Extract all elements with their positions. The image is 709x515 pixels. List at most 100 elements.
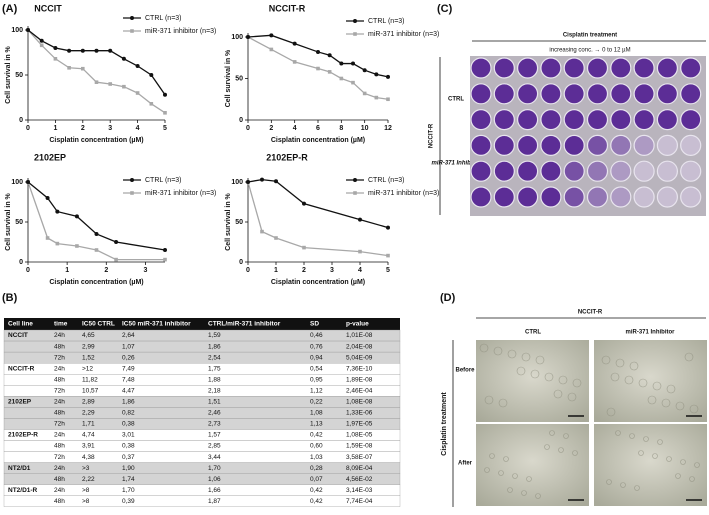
cell xyxy=(572,378,582,388)
table-cell: >12 xyxy=(82,365,93,372)
well xyxy=(656,83,679,105)
well xyxy=(470,160,492,182)
well xyxy=(586,160,609,182)
well xyxy=(540,108,562,131)
table-cell: 72h xyxy=(54,354,65,361)
well xyxy=(586,134,609,156)
well xyxy=(540,57,562,79)
x-tick-label: 3 xyxy=(108,125,112,132)
y-axis-label: Cell survival in % xyxy=(5,192,12,250)
cell xyxy=(549,430,555,436)
side-label: Cisplatin treatment xyxy=(441,392,448,456)
table-cell: 1,57 xyxy=(208,432,221,439)
well xyxy=(633,160,655,182)
table-cell: 4,74 xyxy=(82,432,95,439)
cell xyxy=(615,358,625,368)
table-cell: 72h xyxy=(54,387,65,394)
cell xyxy=(689,476,695,482)
panel-label: (C) xyxy=(437,3,453,15)
y-tick-label: 100 xyxy=(11,27,23,34)
table-cell: 3,44 xyxy=(208,454,221,461)
cell xyxy=(661,398,671,408)
point xyxy=(374,72,379,77)
point xyxy=(94,232,99,236)
cell xyxy=(647,395,657,405)
row-label: After xyxy=(458,461,473,467)
cell xyxy=(498,470,504,476)
point xyxy=(94,80,99,84)
well xyxy=(563,160,585,182)
table-cell: 0,54 xyxy=(310,365,323,372)
point xyxy=(302,201,306,206)
well xyxy=(516,83,539,105)
cell xyxy=(530,369,540,379)
cell xyxy=(620,482,626,488)
cell xyxy=(493,346,503,356)
cell xyxy=(521,352,531,362)
point xyxy=(163,92,167,97)
point xyxy=(274,179,278,184)
well xyxy=(540,134,562,156)
cell xyxy=(535,355,545,365)
well xyxy=(540,186,562,208)
table-cell: 1,87 xyxy=(208,498,221,505)
x-tick-label: 5 xyxy=(163,125,167,132)
chart-title: NCCIT xyxy=(34,3,62,13)
cell xyxy=(553,389,563,399)
micrographs xyxy=(476,340,707,506)
well xyxy=(586,57,609,79)
well xyxy=(633,83,655,105)
legend-marker xyxy=(353,19,357,23)
y-axis-label: Cell survival in % xyxy=(225,49,232,107)
cell xyxy=(606,407,616,417)
table-cell: 0,07 xyxy=(310,476,323,483)
well xyxy=(680,57,702,79)
cell xyxy=(498,398,508,408)
table-cell: 0,38 xyxy=(122,443,135,450)
cell xyxy=(629,361,639,371)
table-cell: 48h xyxy=(54,376,65,383)
point xyxy=(26,28,30,32)
plate-subheading: increasing conc. → 0 to 12 µM xyxy=(549,48,630,54)
cell xyxy=(507,487,513,493)
point xyxy=(80,48,85,53)
table-cell: 1,08 xyxy=(310,410,323,417)
x-tick-label: 1 xyxy=(53,125,57,132)
x-tick-label: 4 xyxy=(293,125,297,132)
table-cell: 1,06 xyxy=(208,476,221,483)
table-cell: 1,08E-05 xyxy=(346,432,373,439)
well xyxy=(586,83,609,105)
table-cell: 24h xyxy=(54,432,65,439)
well xyxy=(516,186,539,208)
x-tick-label: 3 xyxy=(143,267,147,274)
well xyxy=(633,186,655,208)
table-header-bg xyxy=(4,318,400,330)
table-cell: 1,52 xyxy=(82,354,95,361)
well xyxy=(610,160,632,182)
chart-title: 2102EP-R xyxy=(266,152,308,162)
point xyxy=(274,236,278,240)
x-tick-label: 2 xyxy=(104,267,108,274)
point xyxy=(114,257,118,262)
well xyxy=(540,160,562,182)
table-cell: 1,71 xyxy=(82,421,95,428)
table-cell: 4,47 xyxy=(122,387,135,394)
table-cell: 2,64 xyxy=(122,332,135,339)
point xyxy=(386,253,390,258)
x-tick-label: 0 xyxy=(246,125,250,132)
table-cell: 1,07 xyxy=(122,343,135,350)
table-cell: 48h xyxy=(54,498,65,505)
series-line xyxy=(247,34,389,78)
chart-title: NCCIT-R xyxy=(269,3,306,13)
panel-label: (D) xyxy=(440,292,456,304)
cell xyxy=(657,439,663,445)
table-cell: >3 xyxy=(82,465,90,472)
table-cell: 0,38 xyxy=(122,421,135,428)
well xyxy=(610,57,632,79)
point xyxy=(67,48,72,53)
table-cell: 0,42 xyxy=(310,432,323,439)
cell xyxy=(601,355,611,365)
cell xyxy=(684,352,694,362)
table-cell: 4,65 xyxy=(82,332,95,339)
